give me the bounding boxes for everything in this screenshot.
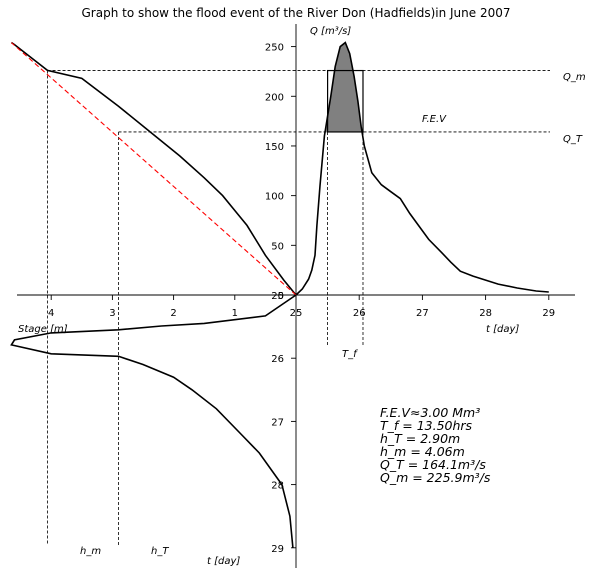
- q-tick-label: 250: [265, 43, 284, 54]
- time-tick-label: 26: [271, 354, 284, 365]
- q-tick-label: 50: [271, 241, 284, 252]
- hm-label: h_m: [80, 546, 101, 557]
- annotation-qm: Q_m = 225.9m³/s: [380, 470, 491, 485]
- qt-label: Q_T: [563, 134, 583, 145]
- annotation-fev: F.E.V≈3.00 Mm³: [380, 405, 480, 420]
- x-tick-label: 26: [353, 308, 366, 319]
- time-tick-label: 29: [271, 544, 284, 555]
- q-tick-label: 150: [265, 142, 284, 153]
- results-annotations: F.E.V≈3.00 Mm³ T_f = 13.50hrs h_T = 2.90…: [380, 405, 491, 485]
- stage-tick-label: 1: [232, 308, 238, 319]
- annotation-qt: Q_T = 164.1m³/s: [380, 457, 486, 472]
- q-tick-label: 200: [265, 92, 284, 103]
- stage-tick-label: 4: [48, 308, 54, 319]
- stage-tick-label: 2: [170, 308, 176, 319]
- stage-time-axis-label: t [day]: [207, 556, 240, 567]
- x-tick-label: 27: [416, 308, 429, 319]
- hydrograph-line: [295, 41, 549, 296]
- linear-fit-line: [11, 42, 297, 296]
- fev-shaded-area: [325, 42, 363, 132]
- hydrograph-x-axis-label: t [day]: [486, 324, 519, 335]
- time-tick-label: 25: [271, 291, 284, 302]
- time-tick-label: 28: [271, 481, 284, 492]
- x-tick-label: 28: [479, 308, 492, 319]
- ht-label: h_T: [151, 546, 169, 557]
- x-tick-label: 25: [290, 308, 303, 319]
- time-tick-label: 27: [271, 417, 284, 428]
- q-tick-label: 0: [278, 291, 284, 302]
- tf-rectangle: [327, 69, 364, 133]
- stage-series-line: [10, 294, 297, 548]
- fev-area: [325, 42, 364, 133]
- q-axis-label: Q [m³/s]: [310, 26, 351, 37]
- qm-label: Q_m: [563, 72, 586, 83]
- curves: [10, 41, 549, 548]
- stage-axis-label: Stage [m]: [18, 324, 68, 335]
- tf-label: T_f: [342, 349, 358, 360]
- chart-title: Graph to show the flood event of the Riv…: [81, 6, 510, 20]
- tick-labels: 25 26 27 28 29 0 50 100 150 200 250 1 2 3 4 25 26 27 28 29: [48, 43, 555, 555]
- rating-curve-line: [10, 41, 297, 296]
- annotation-ht: h_T = 2.90m: [380, 431, 460, 446]
- axes: [17, 24, 575, 568]
- q-tick-label: 100: [265, 192, 284, 203]
- fev-label: F.E.V: [422, 114, 447, 125]
- stage-tick-label: 3: [109, 308, 115, 319]
- annotation-hm: h_m = 4.06m: [380, 444, 465, 459]
- x-tick-label: 29: [542, 308, 555, 319]
- annotation-tf: T_f = 13.50hrs: [380, 418, 473, 433]
